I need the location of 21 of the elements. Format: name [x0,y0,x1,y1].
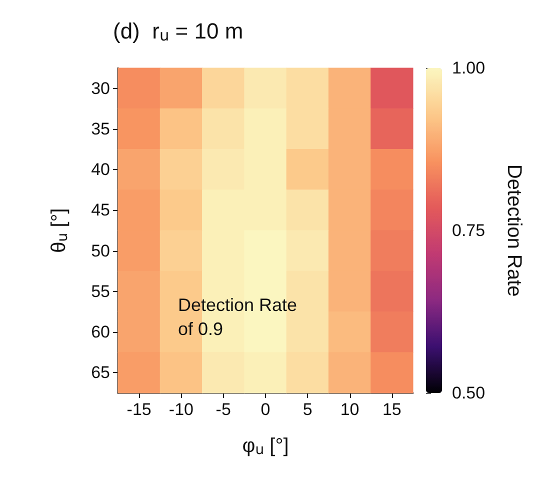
y-tick-label: 65 [91,363,110,382]
color-bar-label: 0.50 [452,384,486,402]
color-bar-label: 0.75 [452,221,486,240]
color-bar-title: Detection Rate [503,164,525,297]
y-tick-label: 40 [91,160,110,180]
x-tick-label: -10 [168,400,194,419]
y-tick-label: 30 [91,78,110,98]
x-tick-label: -5 [216,400,231,419]
y-tick-label: 45 [91,200,110,220]
x-tick-label: 5 [302,400,312,419]
y-axis-title: θu [°] [48,208,71,253]
y-tick-label: 35 [91,119,110,138]
x-tick-label: 10 [340,400,360,419]
y-tick-label: 50 [91,241,110,260]
color-bar-label: 1.00 [452,58,486,78]
x-tick-label: 15 [382,400,402,419]
x-tick-label: 0 [260,400,270,419]
y-tick-label: 55 [91,282,110,301]
annotation: Detection Rate of 0.9 [178,295,298,339]
y-tick-label: 60 [91,322,110,342]
x-tick-label: -15 [126,400,152,419]
